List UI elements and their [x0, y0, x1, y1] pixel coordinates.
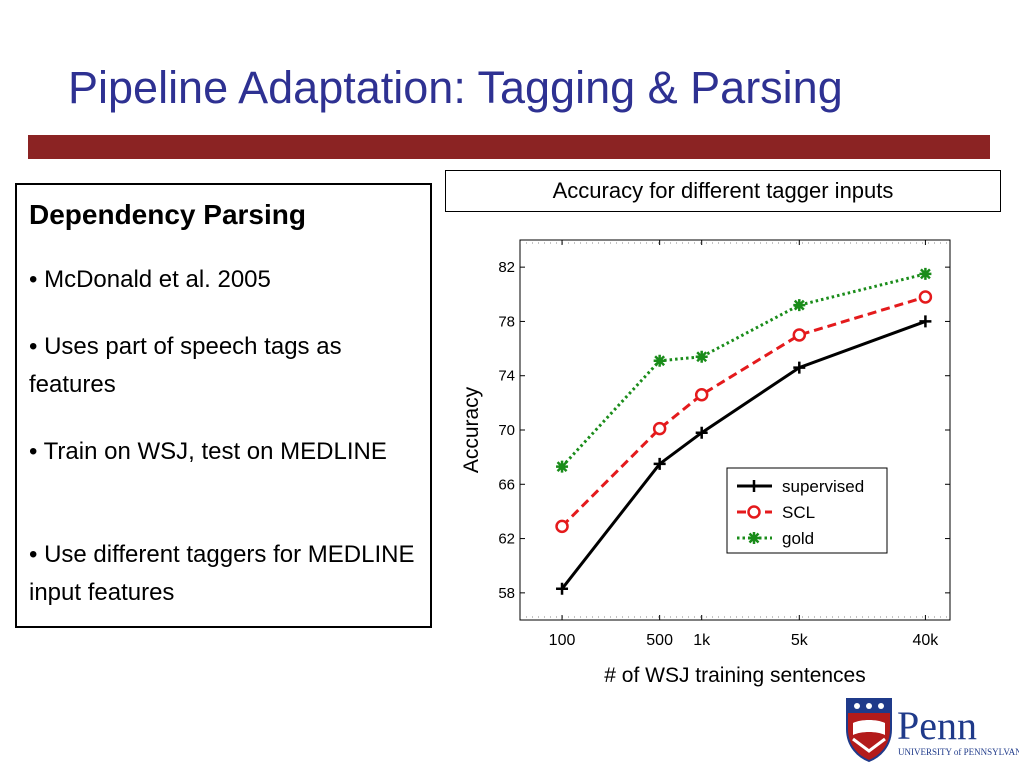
data-point	[793, 299, 806, 312]
chart-title: Accuracy for different tagger inputs	[445, 170, 1001, 212]
data-point	[556, 582, 569, 595]
series-supervised	[556, 315, 932, 595]
penn-shield-icon	[846, 698, 892, 763]
y-tick-label: 66	[498, 476, 515, 493]
slide-title: Pipeline Adaptation: Tagging & Parsing	[68, 62, 843, 113]
series-line	[560, 272, 926, 468]
data-point	[556, 460, 569, 473]
bullet-item: • Use different taggers for MEDLINE inpu…	[29, 541, 415, 606]
series-line	[560, 295, 926, 528]
logo-name: Penn	[897, 703, 977, 748]
data-point	[792, 328, 807, 342]
logo-subtitle: UNIVERSITY of PENNSYLVANIA	[898, 747, 1019, 757]
panel-heading: Dependency Parsing	[29, 199, 306, 230]
legend-marker	[748, 480, 760, 492]
data-point	[793, 361, 806, 374]
data-point	[919, 267, 932, 280]
series-scl	[555, 290, 933, 534]
y-axis-label: Accuracy	[460, 386, 483, 473]
data-point	[555, 519, 569, 534]
penn-logo: Penn UNIVERSITY of PENNSYLVANIA	[846, 698, 1019, 763]
data-point	[695, 426, 708, 439]
legend-marker	[747, 505, 761, 519]
y-tick-label: 58	[498, 585, 515, 602]
legend-label: supervised	[782, 477, 864, 496]
title-divider-bar	[28, 135, 990, 159]
data-point	[918, 290, 933, 304]
bullet-item: • Uses part of speech tags as features	[29, 333, 342, 398]
legend-item: SCL	[737, 503, 815, 522]
series-gold	[556, 267, 932, 473]
bullet-item: • Train on WSJ, test on MEDLINE	[29, 438, 387, 465]
y-tick-label: 78	[498, 313, 515, 330]
legend-marker	[748, 532, 760, 544]
chart-legend: supervised SCL gold	[726, 467, 888, 554]
legend-label: SCL	[782, 503, 815, 522]
data-point	[653, 354, 666, 367]
y-tick-label: 82	[498, 259, 515, 276]
data-point	[694, 387, 709, 402]
x-tick-label: 100	[549, 632, 576, 649]
data-point	[653, 457, 666, 470]
data-point	[695, 350, 708, 363]
x-tick-label: 5k	[791, 632, 809, 649]
legend-item: supervised	[737, 477, 864, 496]
plot-frame	[519, 239, 951, 621]
y-tick-label: 70	[498, 422, 515, 439]
bullet-item: • McDonald et al. 2005	[29, 266, 271, 293]
x-tick-label: 1k	[693, 632, 711, 649]
y-tick-label: 74	[498, 368, 515, 385]
data-point	[919, 315, 932, 328]
text-panel: Dependency Parsing • McDonald et al. 200…	[15, 183, 432, 628]
x-axis-label: # of WSJ training sentences	[604, 664, 865, 687]
data-point	[652, 421, 667, 436]
legend-item: gold	[737, 529, 814, 548]
x-tick-label: 40k	[913, 632, 940, 649]
x-tick-label: 500	[646, 632, 673, 649]
y-tick-label: 62	[498, 531, 515, 548]
legend-label: gold	[782, 529, 814, 548]
accuracy-line-chart: 58 62 66 70 74 78 82 100 500 1k 5k 40k # of WSJ trai…	[460, 239, 951, 687]
